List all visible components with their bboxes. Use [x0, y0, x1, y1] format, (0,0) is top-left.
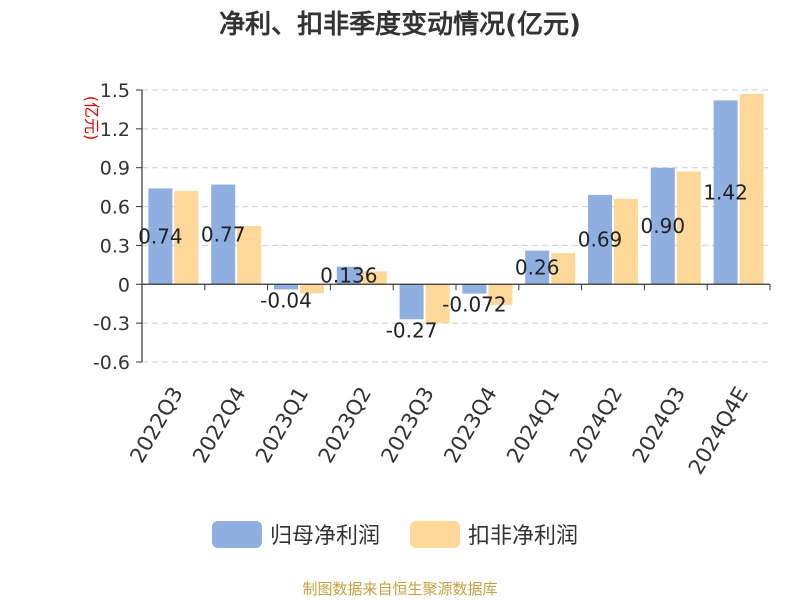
x-tick-label: 2024Q1 [502, 383, 564, 467]
bar [713, 100, 738, 285]
x-tick-label: 2022Q3 [125, 383, 187, 467]
chart-title: 净利、扣非季度变动情况(亿元) [219, 9, 581, 40]
legend-swatch [212, 521, 262, 548]
y-tick-label: 0.9 [100, 158, 130, 180]
bar [739, 93, 764, 285]
bar [650, 167, 675, 285]
bar [300, 284, 324, 294]
legend: 归母净利润 扣非净利润 [212, 521, 578, 549]
x-tick-label: 2024Q2 [565, 383, 627, 467]
bar [588, 194, 612, 285]
x-tick-label: 2023Q2 [314, 383, 376, 467]
bar [462, 284, 487, 294]
bar [211, 184, 236, 285]
y-tick-label: 0 [118, 274, 130, 296]
y-tick-label: 1.2 [100, 119, 130, 141]
x-tick-label: 2023Q4 [439, 383, 501, 467]
y-tick-label: -0.6 [93, 352, 130, 374]
x-tick-label: 2022Q4 [188, 383, 250, 467]
bar [274, 284, 298, 290]
data-label: 0.90 [641, 214, 686, 238]
legend-label: 归母净利润 [270, 524, 380, 549]
bar [425, 284, 450, 324]
data-label: -0.04 [260, 288, 312, 312]
data-label: 1.42 [703, 180, 748, 204]
bar [148, 188, 173, 285]
bar [237, 226, 262, 285]
y-tick-label: -0.3 [93, 313, 130, 335]
data-label: 0.136 [320, 263, 377, 287]
bar [488, 284, 513, 306]
bar [676, 171, 701, 285]
bar [362, 271, 387, 285]
data-label: 0.77 [201, 222, 246, 246]
data-label: -0.27 [386, 318, 438, 342]
y-tick-label: 1.5 [100, 80, 130, 102]
y-tick-label: 0.6 [100, 197, 130, 219]
bar [336, 266, 361, 285]
bars [148, 93, 764, 324]
source-note: 制图数据来自恒生聚源数据库 [302, 580, 497, 598]
bar [525, 250, 550, 285]
x-tick-label: 2023Q3 [376, 383, 438, 467]
y-tick-label: 0.3 [100, 235, 130, 257]
y-axis-label: (亿元) [82, 96, 101, 141]
data-labels: 0.74 0.77 -0.04 0.136 -0.27-0.072 0.26 0.69 0.9… [138, 180, 748, 342]
axes [141, 90, 770, 362]
legend-swatch [410, 521, 460, 548]
legend-label: 扣非净利润 [468, 524, 578, 549]
data-label: 0.74 [138, 224, 183, 248]
bar [614, 198, 638, 285]
bar [399, 284, 424, 320]
bar [174, 191, 199, 285]
data-label: 0.26 [515, 255, 560, 279]
bar [551, 253, 576, 285]
x-tick-label: 2024Q4E [684, 383, 753, 479]
data-label: -0.072 [442, 293, 506, 317]
data-label: 0.69 [578, 228, 623, 252]
x-tick-label: 2024Q3 [628, 383, 690, 467]
x-tick-label: 2023Q1 [251, 383, 313, 467]
